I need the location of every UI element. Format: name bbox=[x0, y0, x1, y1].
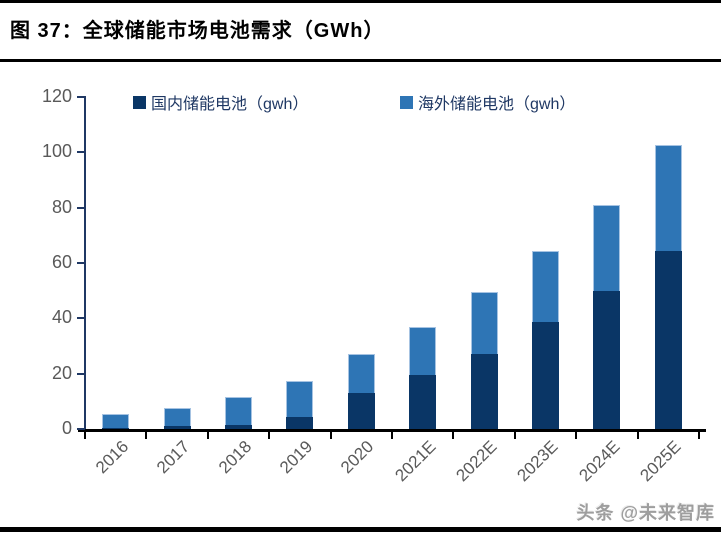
x-tick bbox=[391, 432, 393, 439]
y-tick bbox=[77, 317, 85, 320]
x-tick-label: 2017 bbox=[153, 437, 194, 478]
bar-segment-overseas bbox=[654, 145, 682, 251]
bar-segment-overseas bbox=[225, 397, 252, 425]
x-tick-label: 2018 bbox=[214, 437, 255, 478]
x-tick-label: 2020 bbox=[337, 437, 378, 478]
bar-segment-overseas bbox=[532, 250, 559, 323]
x-tick-label: 2025E bbox=[636, 437, 685, 486]
watermark: 头条 @未来智库 bbox=[576, 503, 715, 523]
y-tick-label: 0 bbox=[61, 418, 72, 438]
x-tick bbox=[698, 432, 700, 439]
x-tick bbox=[206, 432, 209, 439]
y-tick-label: 20 bbox=[51, 362, 72, 383]
bar-segment-domestic bbox=[225, 424, 252, 429]
x-tick bbox=[268, 432, 271, 439]
y-tick-label: 100 bbox=[41, 141, 72, 162]
x-tick-label: 2019 bbox=[276, 437, 317, 478]
bar-segment-domestic bbox=[163, 426, 191, 429]
x-tick-label: 2024E bbox=[575, 437, 624, 486]
bar-segment-domestic bbox=[593, 290, 621, 429]
bar-segment-overseas bbox=[347, 354, 375, 394]
bar-segment-domestic bbox=[102, 427, 130, 429]
bar-segment-overseas bbox=[470, 292, 498, 355]
legend-swatch-overseas bbox=[400, 95, 413, 109]
legend-swatch-domestic bbox=[133, 95, 146, 109]
bar-segment-overseas bbox=[409, 326, 437, 376]
x-tick bbox=[636, 432, 639, 439]
bar-segment-domestic bbox=[532, 322, 559, 429]
x-tick bbox=[575, 432, 578, 439]
y-tick-label: 60 bbox=[51, 252, 72, 272]
bar-segment-overseas bbox=[102, 413, 130, 428]
title-rule bbox=[0, 59, 721, 62]
y-tick bbox=[77, 372, 85, 375]
legend-label-domestic: 国内储能电池（gwh） bbox=[151, 96, 309, 113]
y-tick bbox=[77, 206, 85, 209]
bar-segment-domestic bbox=[409, 375, 437, 429]
x-tick-label: 2016 bbox=[91, 437, 133, 478]
bar-segment-overseas bbox=[286, 380, 314, 417]
x-tick bbox=[329, 432, 332, 439]
bar-segment-domestic bbox=[286, 416, 314, 429]
bar-segment-domestic bbox=[470, 354, 498, 429]
legend-item-overseas: 海外储能电池（gwh） bbox=[400, 90, 575, 114]
x-tick-label: 2023E bbox=[513, 437, 562, 486]
x-tick-label: 2021E bbox=[390, 437, 440, 486]
x-tick bbox=[145, 432, 148, 439]
legend-label-overseas: 海外储能电池（gwh） bbox=[418, 96, 576, 113]
y-tick-label: 120 bbox=[41, 86, 72, 106]
x-axis-line bbox=[78, 429, 706, 432]
bar-segment-overseas bbox=[593, 204, 621, 291]
y-tick bbox=[77, 96, 85, 98]
y-tick bbox=[77, 428, 85, 430]
bar-segment-domestic bbox=[654, 250, 682, 429]
x-tick bbox=[452, 432, 455, 439]
y-tick bbox=[77, 151, 85, 154]
bar-segment-overseas bbox=[163, 408, 191, 427]
bar-segment-domestic bbox=[347, 393, 375, 429]
y-tick-label: 80 bbox=[51, 196, 72, 217]
y-tick bbox=[77, 262, 85, 264]
x-tick-label: 2022E bbox=[452, 437, 501, 486]
top-rule bbox=[0, 0, 721, 3]
x-tick bbox=[513, 432, 516, 439]
y-tick-label: 40 bbox=[51, 307, 72, 328]
bottom-rule bbox=[0, 527, 721, 532]
y-axis-line bbox=[84, 96, 86, 431]
legend-item-domestic: 国内储能电池（gwh） bbox=[133, 90, 308, 114]
figure-title: 图 37：全球储能市场电池需求（GWh） bbox=[10, 20, 385, 42]
x-tick bbox=[84, 432, 86, 439]
